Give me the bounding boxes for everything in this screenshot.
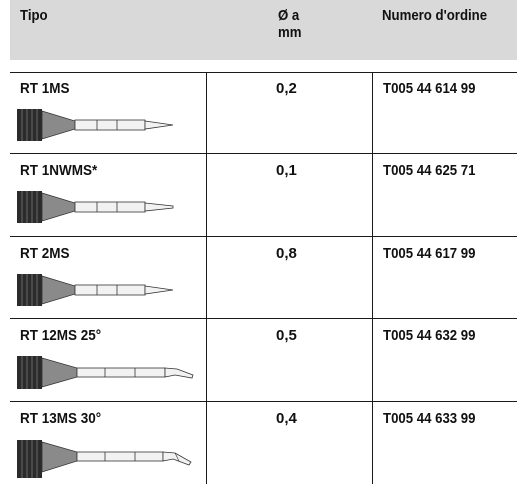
order-number: T005 44 632 99 [383, 327, 476, 344]
table-row: RT 1MS 0,2 T005 44 614 99 [10, 72, 517, 154]
tip-diameter: 0,2 [276, 80, 297, 97]
tip-diameter: 0,4 [276, 410, 297, 427]
bent-tip-icon [17, 440, 192, 478]
tip-diameter: 0,1 [276, 162, 297, 179]
tip-type: RT 13MS 30° [20, 410, 102, 427]
column-header-diameter: Ø a mm [278, 7, 301, 41]
tip-diameter: 0,8 [276, 245, 297, 262]
column-header-diameter-line2: mm [278, 24, 302, 41]
table-row: RT 13MS 30° 0,4 T005 44 633 99 [10, 402, 517, 484]
table-row: RT 12MS 25° 0,5 T005 44 632 99 [10, 319, 517, 402]
table-row: RT 1NWMS* 0,1 T005 44 625 71 [10, 154, 517, 237]
order-number: T005 44 633 99 [383, 410, 476, 427]
table-row: RT 2MS 0,8 T005 44 617 99 [10, 237, 517, 319]
straight-pointed-tip-icon [17, 191, 174, 223]
column-divider [372, 72, 373, 484]
tip-table: RT 1MS 0,2 T005 44 614 99 RT 1NWMS* 0,1 … [10, 72, 517, 484]
order-number: T005 44 625 71 [383, 162, 476, 179]
table-header: Tipo Ø a mm Numero d'ordine [10, 0, 517, 60]
tip-type: RT 1MS [20, 80, 70, 97]
straight-pointed-tip-icon [17, 274, 174, 306]
order-number: T005 44 614 99 [383, 80, 476, 97]
tip-diameter: 0,5 [276, 327, 297, 344]
column-header-type: Tipo [20, 7, 48, 24]
column-divider [206, 72, 207, 484]
column-header-diameter-line1: Ø a [278, 7, 300, 24]
straight-pointed-tip-icon [17, 109, 174, 141]
tip-type: RT 2MS [20, 245, 70, 262]
tip-type: RT 1NWMS* [20, 162, 98, 179]
column-header-order-number: Numero d'ordine [382, 7, 488, 24]
bent-tip-icon [17, 356, 194, 389]
tip-type: RT 12MS 25° [20, 327, 102, 344]
order-number: T005 44 617 99 [383, 245, 476, 262]
